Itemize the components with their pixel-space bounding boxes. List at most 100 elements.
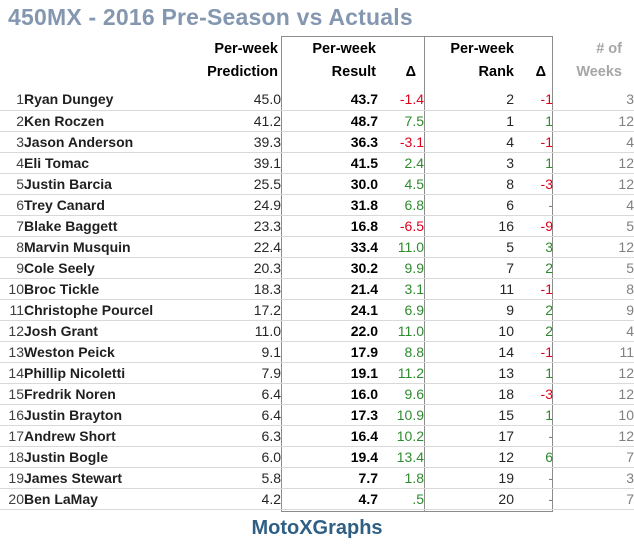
rank-value: 7 bbox=[424, 257, 514, 279]
weeks-value: 4 bbox=[553, 194, 634, 216]
prediction-value: 20.3 bbox=[190, 257, 281, 279]
rank-delta: -1 bbox=[514, 341, 553, 363]
prediction-value: 6.4 bbox=[190, 383, 281, 405]
rank-value: 19 bbox=[424, 467, 514, 489]
weeks-value: 12 bbox=[553, 152, 634, 174]
rank-delta: -1 bbox=[514, 131, 553, 153]
rank-value: 14 bbox=[424, 341, 514, 363]
prediction-value: 18.3 bbox=[190, 278, 281, 300]
weeks-value: 8 bbox=[553, 278, 634, 300]
rank-number: 18 bbox=[0, 446, 24, 468]
weeks-value: 5 bbox=[553, 215, 634, 237]
weeks-value: 11 bbox=[553, 341, 634, 363]
weeks-value: 7 bbox=[553, 488, 634, 510]
header-prediction-line2: Prediction bbox=[207, 64, 278, 80]
header-result-line1: Per-week bbox=[312, 41, 376, 57]
header-weeks-line1: # of bbox=[596, 41, 622, 57]
rank-value: 2 bbox=[424, 89, 514, 111]
result-value: 24.1 bbox=[281, 299, 378, 321]
rank-number: 5 bbox=[0, 173, 24, 195]
header-result-delta: Δ bbox=[392, 61, 416, 113]
results-table-body: 1 Ryan Dungey 45.0 43.7 -1.4 2 -1 3 2 Ken Roczen 4… bbox=[0, 89, 634, 510]
rider-name: Weston Peick bbox=[24, 341, 190, 363]
result-delta: 4.5 bbox=[378, 173, 424, 195]
rider-name: Justin Brayton bbox=[24, 404, 190, 426]
rank-value: 11 bbox=[424, 278, 514, 300]
rank-value: 17 bbox=[424, 425, 514, 447]
footer-brand: MotoXGraphs bbox=[251, 517, 383, 539]
rank-value: 12 bbox=[424, 446, 514, 468]
prediction-value: 17.2 bbox=[190, 299, 281, 321]
rider-name: Josh Grant bbox=[24, 320, 190, 342]
result-delta: 11.2 bbox=[378, 362, 424, 384]
prediction-value: 4.2 bbox=[190, 488, 281, 510]
weeks-value: 5 bbox=[553, 257, 634, 279]
rank-value: 3 bbox=[424, 152, 514, 174]
rank-value: 20 bbox=[424, 488, 514, 510]
result-value: 43.7 bbox=[281, 89, 378, 111]
prediction-value: 6.0 bbox=[190, 446, 281, 468]
prediction-value: 41.2 bbox=[190, 110, 281, 132]
result-delta: 11.0 bbox=[378, 320, 424, 342]
table-row: 6 Trey Canard 24.9 31.8 6.8 6-4 bbox=[0, 194, 634, 216]
rank-value: 5 bbox=[424, 236, 514, 258]
table-row: 15 Fredrik Noren 6.4 16.0 9.6 18 -3 12 bbox=[0, 383, 634, 405]
rider-name: Broc Tickle bbox=[24, 278, 190, 300]
rank-value: 16 bbox=[424, 215, 514, 237]
result-delta: 9.9 bbox=[378, 257, 424, 279]
table-row: 1 Ryan Dungey 45.0 43.7 -1.4 2 -1 3 bbox=[0, 89, 634, 111]
rank-delta: 1 bbox=[514, 362, 553, 384]
result-value: 16.8 bbox=[281, 215, 378, 237]
weeks-value: 3 bbox=[553, 467, 634, 489]
table-row: 5 Justin Barcia 25.5 30.0 4.5 8 -3 12 bbox=[0, 173, 634, 195]
rank-number: 13 bbox=[0, 341, 24, 363]
rider-name: Trey Canard bbox=[24, 194, 190, 216]
rank-number: 6 bbox=[0, 194, 24, 216]
table-row: 12 Josh Grant 11.0 22.0 11.0 10 2 4 bbox=[0, 320, 634, 342]
result-delta: 10.9 bbox=[378, 404, 424, 426]
rider-name: Cole Seely bbox=[24, 257, 190, 279]
rank-value: 4 bbox=[424, 131, 514, 153]
table-row: 4 Eli Tomac 39.1 41.5 2.4 3 1 12 bbox=[0, 152, 634, 174]
result-delta: .5 bbox=[378, 488, 424, 510]
rank-delta: 3 bbox=[514, 236, 553, 258]
table-row: 14 Phillip Nicoletti 7.9 19.1 11.2 13 1 12 bbox=[0, 362, 634, 384]
result-delta: -6.5 bbox=[378, 215, 424, 237]
rank-number: 15 bbox=[0, 383, 24, 405]
rider-name: Fredrik Noren bbox=[24, 383, 190, 405]
rank-delta: 1 bbox=[514, 404, 553, 426]
rank-number: 1 bbox=[0, 89, 24, 111]
rank-value: 9 bbox=[424, 299, 514, 321]
rider-name: Justin Barcia bbox=[24, 173, 190, 195]
result-delta: -3.1 bbox=[378, 131, 424, 153]
prediction-value: 45.0 bbox=[190, 89, 281, 111]
result-delta: 8.8 bbox=[378, 341, 424, 363]
rank-value: 15 bbox=[424, 404, 514, 426]
rider-name: James Stewart bbox=[24, 467, 190, 489]
rank-value: 18 bbox=[424, 383, 514, 405]
header-rank-delta: Δ bbox=[522, 61, 546, 113]
header-rank-line1: Per-week bbox=[450, 41, 514, 57]
rank-number: 9 bbox=[0, 257, 24, 279]
result-delta: 2.4 bbox=[378, 152, 424, 174]
result-value: 41.5 bbox=[281, 152, 378, 174]
result-value: 30.0 bbox=[281, 173, 378, 195]
result-value: 33.4 bbox=[281, 236, 378, 258]
result-delta: 10.2 bbox=[378, 425, 424, 447]
prediction-value: 7.9 bbox=[190, 362, 281, 384]
rank-delta: -3 bbox=[514, 383, 553, 405]
weeks-value: 12 bbox=[553, 425, 634, 447]
rank-number: 12 bbox=[0, 320, 24, 342]
rider-name: Justin Bogle bbox=[24, 446, 190, 468]
weeks-value: 12 bbox=[553, 173, 634, 195]
prediction-value: 6.3 bbox=[190, 425, 281, 447]
rank-delta: 2 bbox=[514, 257, 553, 279]
result-value: 17.9 bbox=[281, 341, 378, 363]
weeks-value: 12 bbox=[553, 110, 634, 132]
rank-number: 3 bbox=[0, 131, 24, 153]
rider-name: Phillip Nicoletti bbox=[24, 362, 190, 384]
result-value: 36.3 bbox=[281, 131, 378, 153]
prediction-value: 9.1 bbox=[190, 341, 281, 363]
rank-delta: - bbox=[514, 488, 553, 510]
rank-delta: -3 bbox=[514, 173, 553, 195]
